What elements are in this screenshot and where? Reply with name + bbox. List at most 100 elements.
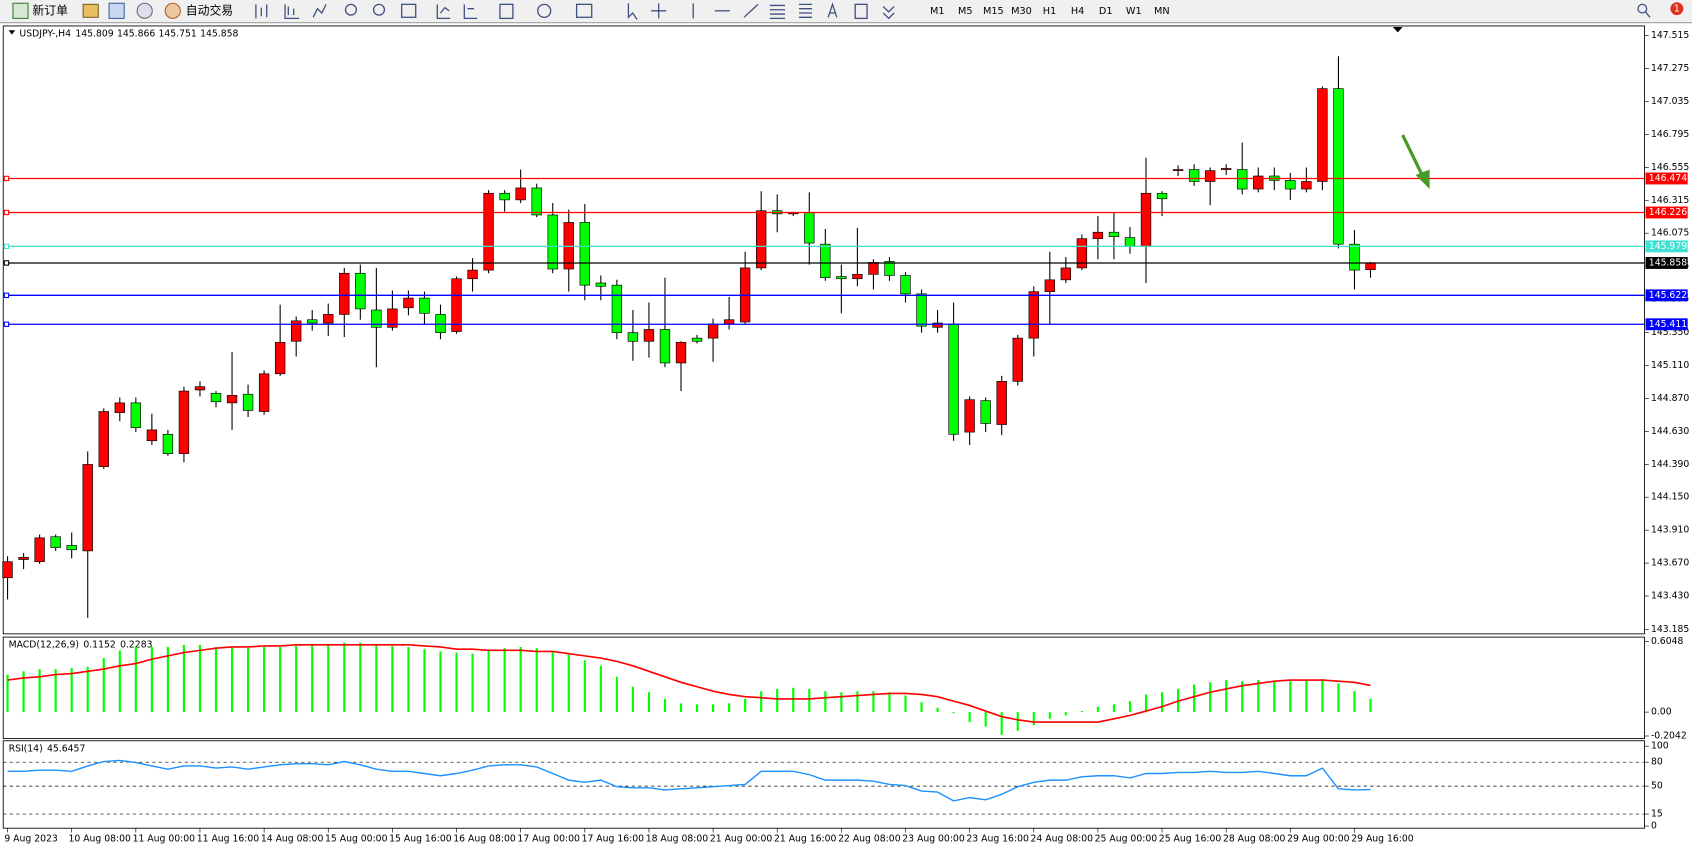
y-tick-label: 146.315 [1651, 195, 1689, 206]
price-label: 146.226 [1649, 207, 1687, 218]
timeframe-button[interactable]: W1 [1126, 6, 1142, 17]
macd-bar [1144, 694, 1148, 713]
macd-bar [295, 645, 298, 713]
fibo-icon[interactable] [799, 3, 812, 18]
macd-bar [230, 646, 234, 713]
macd-bar [904, 695, 907, 713]
timeframe-button[interactable]: D1 [1099, 6, 1113, 17]
timeframe-button[interactable]: M30 [1011, 6, 1032, 17]
macd-bar [1241, 681, 1244, 713]
macd-bar [471, 653, 474, 713]
line-icon[interactable] [312, 4, 327, 18]
label-icon[interactable] [854, 3, 868, 20]
macd-bar [952, 712, 955, 714]
auto-trading-icon[interactable] [164, 2, 181, 19]
search-icon-handle [1645, 11, 1651, 18]
toolbar-icon[interactable] [136, 2, 153, 19]
timeframe-button[interactable]: M5 [958, 6, 973, 17]
price-line-handle [3, 209, 10, 216]
macd-bar [1369, 698, 1372, 713]
timeframe-button[interactable]: M15 [983, 6, 1004, 17]
candle-body [339, 272, 350, 315]
new-order-button[interactable]: 新订单 [32, 3, 68, 17]
price-label-box [1645, 240, 1688, 253]
tile-icon[interactable] [401, 3, 417, 18]
x-tick-label: 14 Aug 08:00 [261, 834, 324, 845]
text-icon[interactable] [827, 2, 838, 18]
trendline-icon[interactable] [743, 3, 759, 18]
notification-badge[interactable] [1670, 2, 1684, 16]
toolbar-icon[interactable] [82, 3, 99, 18]
candle-body [1156, 192, 1168, 200]
candle-body [162, 433, 174, 454]
timeframe-button[interactable]: M1 [930, 6, 945, 17]
arrows-icon[interactable] [882, 6, 895, 20]
x-tick-label: 17 Aug 16:00 [582, 834, 645, 845]
candle-icon[interactable] [284, 4, 300, 20]
y-tick-label: 144.390 [1651, 459, 1689, 470]
annotation-arrow [1401, 134, 1430, 189]
candle-body [1349, 243, 1360, 271]
indicator-icon[interactable] [499, 3, 514, 20]
search-icon[interactable] [1637, 3, 1648, 14]
channel-icon[interactable] [769, 4, 785, 20]
y-tick-label: 143.670 [1651, 558, 1689, 569]
candle-body [531, 187, 542, 216]
timeframe-button[interactable]: H4 [1071, 6, 1084, 17]
macd-bar [246, 648, 250, 713]
cursor-icon[interactable] [627, 3, 638, 20]
candle-body [483, 192, 494, 271]
low-price: 145.751 [159, 28, 197, 39]
macd-value: 0.1152 [83, 639, 115, 650]
shift-icon[interactable] [463, 4, 478, 20]
x-tick-label: 17 Aug 00:00 [517, 834, 580, 845]
candle-body [627, 332, 639, 342]
macd-bar [712, 704, 715, 713]
zoom-out-icon[interactable] [372, 3, 386, 16]
macd-bar [1209, 682, 1212, 713]
x-tick-label: 23 Aug 16:00 [966, 834, 1029, 845]
candle-body [1333, 88, 1344, 245]
macd-bar [615, 676, 618, 713]
y-tick-label: 144.630 [1651, 426, 1689, 437]
x-tick-label: 16 Aug 08:00 [453, 834, 516, 845]
macd-bar [984, 712, 987, 727]
macd-bar [1257, 680, 1260, 713]
toolbar-icon[interactable] [108, 2, 125, 19]
macd-bar [695, 704, 699, 713]
macd-bar [872, 691, 875, 713]
y-tick-label: 144.870 [1651, 393, 1689, 404]
arrow-shaft [1401, 134, 1425, 178]
macd-pane [2, 636, 1645, 740]
macd-bar [6, 674, 9, 713]
timeframe-button[interactable]: H1 [1043, 6, 1056, 17]
candle-body [691, 337, 703, 342]
macd-bar [54, 669, 57, 713]
macd-bar [407, 646, 410, 713]
scroll-icon[interactable] [436, 4, 451, 20]
template-icon[interactable] [575, 3, 593, 18]
symbol-menu-arrow[interactable] [8, 30, 16, 35]
candle-body [50, 536, 61, 548]
period-icon[interactable] [537, 3, 552, 18]
candle-body [547, 214, 558, 270]
y-tick-label: 147.035 [1651, 96, 1689, 107]
macd-title: MACD(12,26,9) [9, 639, 79, 650]
crosshair-icon[interactable] [651, 3, 667, 19]
timeframe-button[interactable]: MN [1154, 6, 1170, 17]
bar-chart-icon[interactable] [255, 4, 268, 19]
auto-trading-button[interactable]: 自动交易 [186, 3, 233, 17]
x-tick-label: 24 Aug 08:00 [1031, 834, 1094, 845]
macd-bar [1000, 712, 1003, 735]
candle-body [355, 272, 366, 310]
macd-bar [1064, 712, 1067, 716]
zoom-in-icon[interactable] [344, 3, 357, 16]
new-order-icon[interactable] [12, 2, 29, 19]
candle-body [98, 411, 109, 467]
candle-body [435, 314, 446, 333]
high-price: 145.866 [117, 28, 155, 39]
macd-bar [311, 644, 314, 713]
signal-line [7, 644, 1371, 723]
rsi-line [7, 759, 1371, 802]
candle-body [980, 400, 991, 424]
